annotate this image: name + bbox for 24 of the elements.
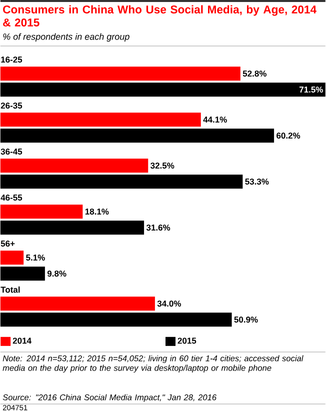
y-tick-label: Total bbox=[0, 286, 20, 293]
y-tick-label: 16-25 bbox=[1, 56, 22, 63]
data-label: 5.1% bbox=[26, 254, 46, 261]
data-label: 71.5% bbox=[300, 86, 324, 93]
data-label: 50.9% bbox=[234, 316, 258, 323]
data-label: 53.3% bbox=[245, 178, 269, 185]
text: Note: 2014 n=53,112; 2015 n=54,052; living in 60 tier 1-4 cities; accessed social media on the day prior to the survey via desktop/laptop or mobile phone bbox=[2, 355, 304, 373]
source-note: Source: "2016 China Social Media Impact," Jan 28, 2016 bbox=[2, 394, 217, 402]
y-tick-label: 56+ bbox=[0, 240, 15, 247]
data-label: 9.8% bbox=[48, 270, 66, 277]
data-label: 18.1% bbox=[86, 208, 109, 215]
y-tick-label: 26-35 bbox=[0, 102, 22, 109]
data-label: 34.0% bbox=[157, 300, 182, 307]
data-label: 44.1% bbox=[203, 116, 228, 123]
legend-label: 2014 bbox=[12, 338, 32, 344]
chart-subtitle: % of respondents in each group bbox=[3, 33, 130, 42]
data-label: 31.6% bbox=[146, 224, 170, 231]
legend-label: 2015 bbox=[178, 338, 196, 344]
data-label: 60.2% bbox=[276, 132, 300, 139]
chart-title: Consumers in China Who Use Social Media, by Age, 2014 & 2015 bbox=[3, 5, 317, 26]
data-label: 52.8% bbox=[242, 70, 267, 77]
y-tick-label: 36-45 bbox=[0, 148, 22, 155]
y-tick-label: 46-55 bbox=[0, 194, 22, 201]
data-label: 32.5% bbox=[150, 162, 174, 169]
